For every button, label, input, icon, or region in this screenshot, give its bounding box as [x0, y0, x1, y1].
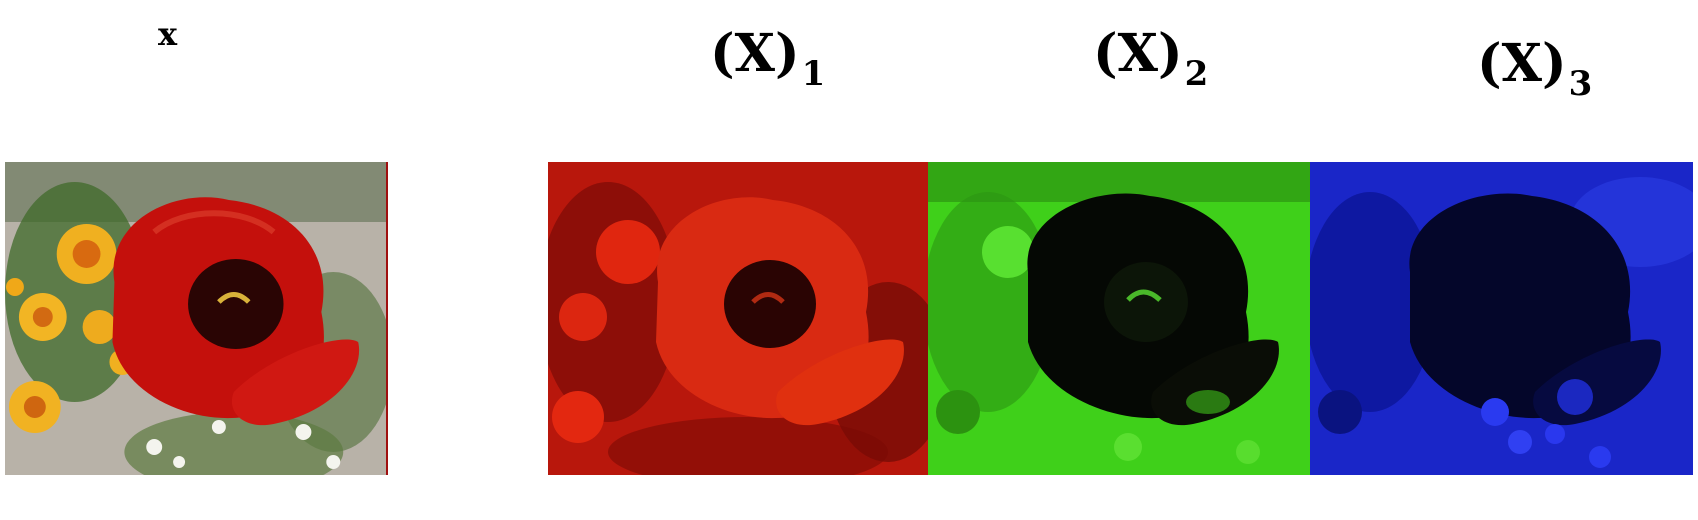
channel-1-label-subscript: 1 — [801, 54, 826, 94]
daisy-5 — [173, 456, 186, 468]
red-flower-3 — [552, 391, 604, 443]
green-tulip-lower-petal — [1151, 339, 1279, 426]
green-flower-1 — [982, 226, 1034, 278]
red-tulip-lower-petal — [776, 339, 904, 426]
red-flower-1 — [596, 220, 660, 284]
channel-1-label: (X)1 — [710, 28, 825, 92]
green-channel-svg — [928, 162, 1310, 475]
channel-2-label-base: (X) — [1093, 23, 1183, 84]
red-channel-image — [548, 162, 928, 475]
daisy-2 — [211, 420, 226, 434]
daisy-4 — [326, 455, 341, 469]
daisy-3 — [295, 424, 312, 440]
green-stamen — [1126, 289, 1162, 302]
blue-foliage-left — [1310, 192, 1435, 412]
channel-1-label-base: (X) — [710, 23, 800, 84]
red-tulip-center — [724, 260, 816, 348]
tulip-stamen — [217, 292, 251, 304]
yellow-flower-6 — [5, 278, 24, 296]
red-stamen — [751, 292, 785, 304]
blue-channel-svg — [1310, 162, 1693, 475]
channel-3-label-subscript: 3 — [1568, 64, 1593, 104]
blue-tulip-dark — [1409, 193, 1631, 419]
blue-daisy-4 — [1589, 446, 1611, 468]
original-image — [5, 162, 388, 475]
tulip-lower-petal — [231, 339, 360, 426]
yellow-flower-1-center — [72, 240, 101, 268]
green-flower-2 — [936, 390, 980, 434]
red-channel-svg — [548, 162, 928, 475]
yellow-flower-2-center — [32, 307, 53, 327]
green-daisy-2 — [1236, 440, 1260, 464]
yellow-flower-3 — [82, 310, 117, 344]
tulip-highlight — [152, 210, 276, 235]
daisy-1 — [146, 439, 163, 455]
input-image-label: x — [158, 18, 177, 50]
blue-daisy-3 — [1545, 424, 1565, 444]
blue-channel-image — [1310, 162, 1693, 475]
blue-daisy-2 — [1508, 430, 1532, 454]
blue-daisy-1 — [1481, 398, 1509, 426]
green-daisy-1 — [1114, 433, 1142, 461]
original-image-svg — [5, 162, 386, 475]
red-flower-2 — [559, 293, 607, 341]
green-petal-highlight — [1186, 390, 1230, 414]
tulip-center — [188, 259, 284, 349]
input-label-text: x — [158, 15, 178, 53]
channel-2-label-subscript: 2 — [1184, 54, 1209, 94]
green-channel-image — [928, 162, 1310, 475]
blue-flower-dark — [1318, 390, 1362, 434]
green-tulip-center — [1104, 262, 1188, 342]
blue-petal-highlight — [1557, 379, 1593, 415]
channel-3-label-base: (X) — [1477, 33, 1567, 94]
red-dark-foliage-bottom — [608, 417, 888, 475]
channel-2-label: (X)2 — [1093, 28, 1208, 92]
yellow-flower-5-center — [23, 396, 46, 418]
channel-3-label: (X)3 — [1477, 38, 1592, 102]
